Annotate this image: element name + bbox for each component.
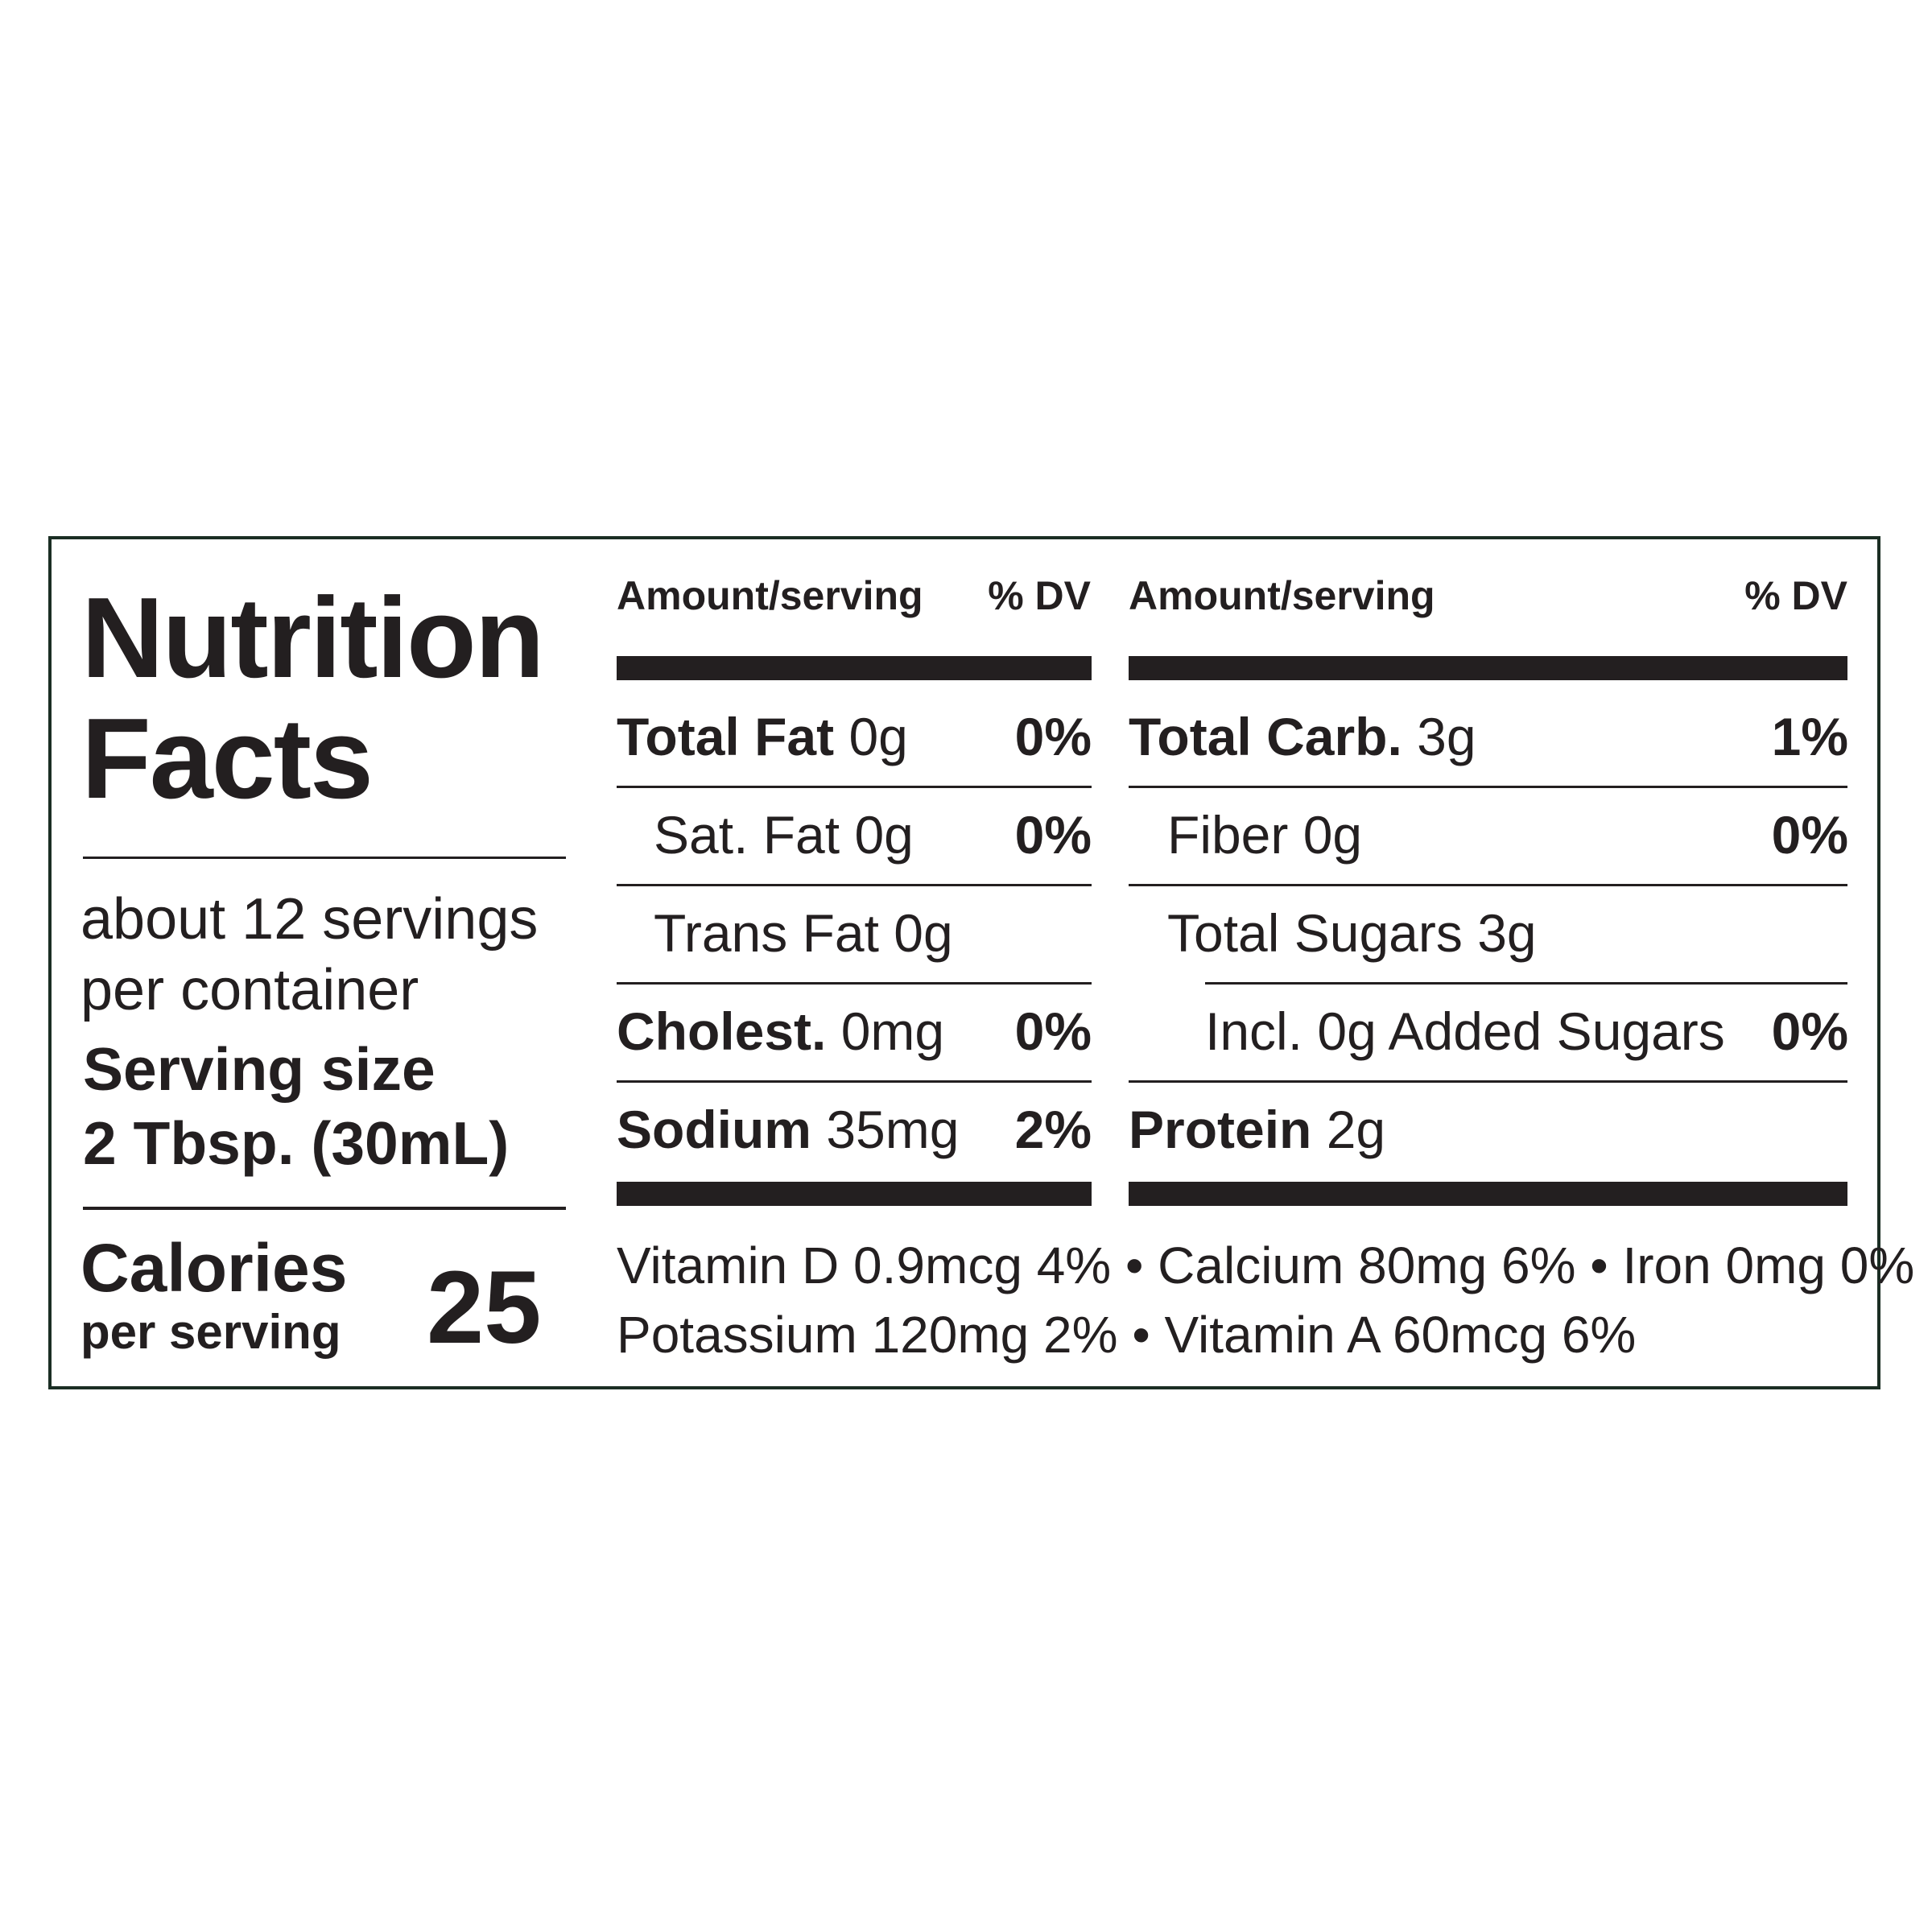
calories-value: 25 [427,1250,542,1365]
total-sugars-amount: 3g [1477,903,1537,963]
dv-header-right: % DV [1744,573,1847,618]
cholesterol-label: Cholest. [617,1001,827,1061]
sodium-row: Sodium 35mg [617,1095,959,1164]
calories-per-serving-label: per serving [80,1305,341,1359]
divider [617,982,1092,985]
serving-size-label: Serving size [83,1035,436,1103]
fiber-dv: 0% [1771,805,1848,865]
protein-row: Protein 2g [1129,1095,1385,1164]
title-line-2: Facts [81,695,374,823]
title-divider [83,857,566,859]
trans-fat-label: Trans Fat [654,903,879,963]
trans-fat-row: Trans Fat 0g [654,898,953,968]
sodium-label: Sodium [617,1100,811,1159]
cholesterol-row: Cholest. 0mg [617,997,944,1066]
total-fat-amount: 0g [848,707,908,766]
serving-size-value: 2 Tbsp. (30mL) [83,1109,510,1177]
fiber-label: Fiber [1167,805,1289,865]
vitamins-line-2: Potassium 120mg 2% • Vitamin A 60mcg 6% [617,1306,1637,1364]
sodium-dv: 2% [1014,1100,1092,1159]
total-carb-amount: 3g [1417,707,1476,766]
sat-fat-amount: 0g [854,805,914,865]
divider [617,1080,1092,1083]
protein-label: Protein [1129,1100,1312,1159]
divider [617,786,1092,788]
header-bar-left [617,656,1092,680]
protein-amount: 2g [1326,1100,1386,1159]
servings-line-1: about 12 servings [80,887,539,952]
added-sugars-row: Incl. 0g Added Sugars [1205,997,1725,1066]
sodium-amount: 35mg [826,1100,960,1159]
total-sugars-label: Total Sugars [1167,903,1463,963]
divider [1129,884,1847,886]
sat-fat-label: Sat. Fat [654,805,840,865]
footer-bar-right [1129,1182,1847,1206]
title-line-1: Nutrition [81,574,545,702]
serving-size: Serving size 2 Tbsp. (30mL) [83,1032,509,1180]
added-sugars-label: Incl. 0g Added Sugars [1205,1001,1725,1061]
trans-fat-amount: 0g [894,903,953,963]
total-carb-row: Total Carb. 3g [1129,702,1476,771]
divider [1205,982,1847,985]
dv-header-left: % DV [988,573,1091,618]
added-sugars-dv: 0% [1771,1001,1848,1061]
fiber-row: Fiber 0g [1167,800,1362,869]
serving-divider [83,1207,566,1210]
total-carb-label: Total Carb. [1129,707,1402,766]
amount-per-serving-header-right: Amount/serving [1129,573,1435,618]
nutrition-facts-title: Nutrition Facts [81,574,545,823]
total-fat-row: Total Fat 0g [617,702,908,771]
calories-label: Calories [80,1230,348,1306]
sat-fat-dv: 0% [1014,805,1092,865]
cholesterol-amount: 0mg [840,1001,945,1061]
total-sugars-row: Total Sugars 3g [1167,898,1537,968]
cholesterol-dv: 0% [1014,1001,1092,1061]
header-bar-right [1129,656,1847,680]
servings-line-2: per container [80,958,419,1022]
total-fat-dv: 0% [1014,707,1092,766]
divider [1129,786,1847,788]
servings-per-container: about 12 servings per container [80,884,538,1026]
total-carb-dv: 1% [1771,707,1848,766]
total-fat-label: Total Fat [617,707,835,766]
vitamins-line-1: Vitamin D 0.9mcg 4% • Calcium 80mg 6% • … [617,1236,1915,1294]
footer-bar-left [617,1182,1092,1206]
amount-per-serving-header-left: Amount/serving [617,573,923,618]
sat-fat-row: Sat. Fat 0g [654,800,914,869]
fiber-amount: 0g [1302,805,1363,865]
divider [1129,1080,1847,1083]
divider [617,884,1092,886]
